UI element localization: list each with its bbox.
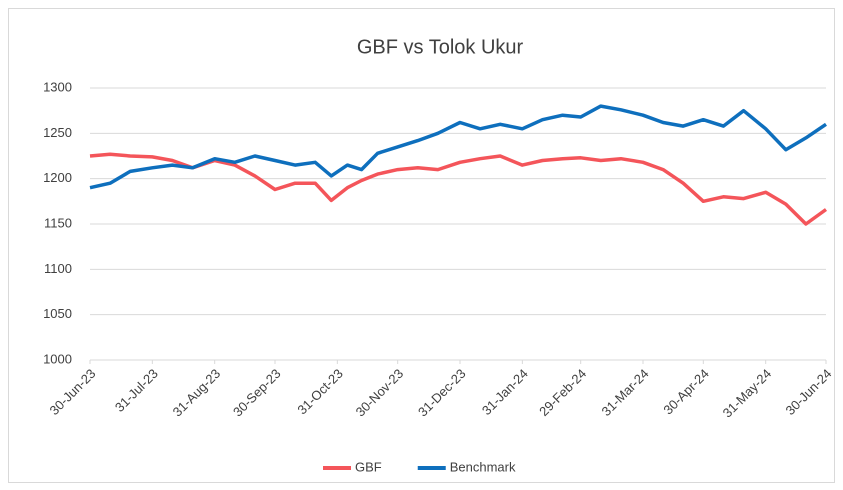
series-line xyxy=(89,104,827,190)
legend-label: Benchmark xyxy=(450,459,516,474)
legend-label: GBF xyxy=(355,459,382,474)
y-tick-label: 1100 xyxy=(44,261,72,276)
y-tick-label: 1300 xyxy=(43,79,72,94)
chart-title: GBF vs Tolok Ukur xyxy=(357,36,524,58)
y-tick-label: 1000 xyxy=(43,351,72,366)
y-tick-label: 1200 xyxy=(43,170,72,185)
y-tick-label: 1250 xyxy=(43,125,72,140)
y-tick-label: 1150 xyxy=(44,215,72,230)
series-line xyxy=(89,152,828,226)
y-tick-label: 1050 xyxy=(43,306,72,321)
